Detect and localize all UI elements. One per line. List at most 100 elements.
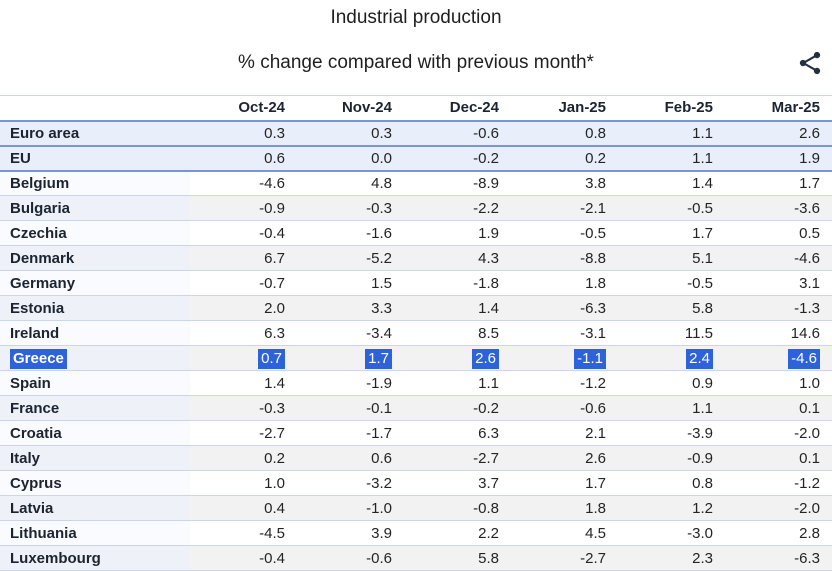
value-text: 1.0 [799,374,820,392]
value-text: 2.6 [472,348,499,369]
value-cell: 2.1 [511,420,618,446]
value-cell: -0.1 [297,395,404,421]
value-text: -2.2 [473,199,499,217]
value-text: 0.8 [692,474,713,492]
value-cell: 1.9 [404,220,511,246]
value-cell: 3.7 [404,470,511,496]
value-cell: 0.3 [297,121,404,146]
value-cell: -0.6 [404,121,511,146]
value-text: -0.7 [259,274,285,292]
value-cell: 5.8 [404,545,511,571]
value-text: 4.5 [585,524,606,542]
value-cell: -1.6 [297,220,404,246]
value-cell: 0.2 [511,146,618,171]
value-cell: -2.7 [404,445,511,471]
value-cell: -1.2 [511,370,618,396]
row-label-text: Cyprus [10,474,62,492]
value-cell: 0.0 [297,146,404,171]
value-cell: 3.9 [297,520,404,546]
table-row: Italy 0.2 0.6 -2.7 2.6 -0.9 0.1 [0,445,832,471]
column-header: Oct-24 [238,99,285,117]
value-text: -1.2 [794,474,820,492]
value-cell: -2.0 [725,420,832,446]
value-text: 0.6 [264,149,285,167]
value-cell: 1.2 [618,495,725,521]
value-text: 4.8 [371,174,392,192]
table-row: Denmark 6.7 -5.2 4.3 -8.8 5.1 -4.6 [0,245,832,271]
value-cell: 1.7 [725,170,832,196]
table-row: Estonia 2.0 3.3 1.4 -6.3 5.8 -1.3 [0,295,832,321]
row-label-text: Luxembourg [10,549,101,567]
share-button[interactable] [795,49,825,79]
value-cell: 0.6 [297,445,404,471]
value-text: 5.8 [692,299,713,317]
value-cell: 3.8 [511,170,618,196]
value-text: -0.6 [580,399,606,417]
value-cell: -3.9 [618,420,725,446]
value-cell: -2.2 [404,195,511,221]
value-cell: 0.8 [511,121,618,146]
table-row: Luxembourg -0.4 -0.6 5.8 -2.7 2.3 -6.3 [0,545,832,571]
table-row: Bulgaria -0.9 -0.3 -2.2 -2.1 -0.5 -3.6 [0,195,832,221]
table-header-row: Oct-24 Nov-24 Dec-24 Jan-25 Feb-25 Mar-25 [0,95,832,121]
value-text: -5.2 [366,249,392,267]
value-cell: 6.3 [404,420,511,446]
value-text: -4.6 [794,249,820,267]
value-cell: 1.1 [618,395,725,421]
value-cell: -0.2 [404,395,511,421]
value-cell: -3.0 [618,520,725,546]
value-text: 1.4 [264,374,285,392]
row-label-text: Germany [10,274,76,292]
value-text: 0.3 [371,124,392,142]
value-text: 6.3 [478,424,499,442]
value-text: -0.6 [473,124,499,142]
value-cell: 0.1 [725,445,832,471]
value-cell: -4.6 [190,170,297,196]
value-text: -2.7 [473,449,499,467]
value-cell: 0.3 [190,121,297,146]
value-cell: 1.8 [511,495,618,521]
value-text: 1.5 [371,274,392,292]
value-cell: -0.9 [618,445,725,471]
value-cell: 0.5 [725,220,832,246]
value-cell: -0.9 [190,195,297,221]
value-cell: 0.8 [618,470,725,496]
value-cell: 5.8 [618,295,725,321]
value-text: 1.7 [365,348,392,369]
value-cell: 1.8 [511,270,618,296]
value-text: -0.1 [366,399,392,417]
value-text: 1.7 [799,174,820,192]
value-cell: -0.5 [511,220,618,246]
value-text: 1.1 [692,149,713,167]
value-cell: -3.4 [297,320,404,346]
value-text: 1.4 [692,174,713,192]
value-cell: -1.2 [725,470,832,496]
value-cell: 1.4 [618,170,725,196]
value-text: -0.3 [259,399,285,417]
value-cell: -0.4 [190,220,297,246]
value-text: -0.5 [580,224,606,242]
value-cell: -3.2 [297,470,404,496]
value-text: 0.2 [585,149,606,167]
table-row: Greece 0.7 1.7 2.6 -1.1 2.4 -4.6 [0,345,832,371]
value-text: 1.1 [478,374,499,392]
row-label-text: EU [10,149,31,167]
value-text: -1.1 [574,348,606,369]
value-cell: 11.5 [618,320,725,346]
value-cell: 2.6 [404,345,511,371]
table-row: France -0.3 -0.1 -0.2 -0.6 1.1 0.1 [0,395,832,421]
value-text: -0.3 [366,199,392,217]
table-row: Germany -0.7 1.5 -1.8 1.8 -0.5 3.1 [0,270,832,296]
value-text: 1.4 [478,299,499,317]
value-cell: 6.3 [190,320,297,346]
value-cell: 0.2 [190,445,297,471]
value-cell: 1.7 [297,345,404,371]
value-cell: -6.3 [725,545,832,571]
value-cell: 4.3 [404,245,511,271]
value-cell: 1.1 [618,121,725,146]
value-text: -0.8 [473,499,499,517]
value-cell: -0.8 [404,495,511,521]
value-cell: 1.0 [190,470,297,496]
value-text: 0.4 [264,499,285,517]
value-text: -3.6 [794,199,820,217]
